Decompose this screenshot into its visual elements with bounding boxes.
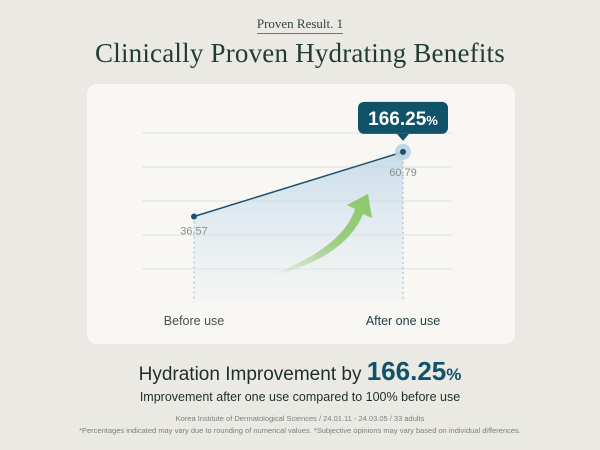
page-title: Clinically Proven Hydrating Benefits [95,38,505,68]
growth-arrow-icon [269,194,372,276]
result-value: 166.25 [366,356,447,386]
series-line [193,151,404,218]
category-label-before: Before use [164,314,225,328]
result-prefix: Hydration Improvement by [138,364,367,385]
callout-box [358,101,448,134]
section-eyebrow: Proven Result. 1 [0,16,600,34]
area-fill [194,151,403,302]
chart-card: 36.57 60.79 166.25% Before use After one… [87,84,515,344]
data-label-before: 36.57 [180,225,208,237]
source-note: Korea Institute of Dermatological Scienc… [175,414,425,423]
callout-unit: % [426,113,438,128]
result-headline: Hydration Improvement by 166.25% [0,356,600,387]
callout-text: 166.25% [368,109,438,130]
eyebrow-text: Proven Result. 1 [256,16,344,34]
category-label-after: After one use [366,314,440,328]
data-label-after: 60.79 [389,167,417,179]
result-unit: % [446,365,462,384]
hydration-chart: 36.57 60.79 166.25% Before use After one… [142,101,452,328]
result-subtitle: Improvement after one use compared to 10… [139,390,461,404]
callout-badge: 166.25% [358,101,448,141]
data-point-before [191,213,197,220]
data-point-after [400,148,406,155]
disclaimer-note: *Percentages indicated may vary due to r… [79,426,521,435]
callout-tail [397,133,409,141]
callout-value: 166.25 [368,109,427,130]
